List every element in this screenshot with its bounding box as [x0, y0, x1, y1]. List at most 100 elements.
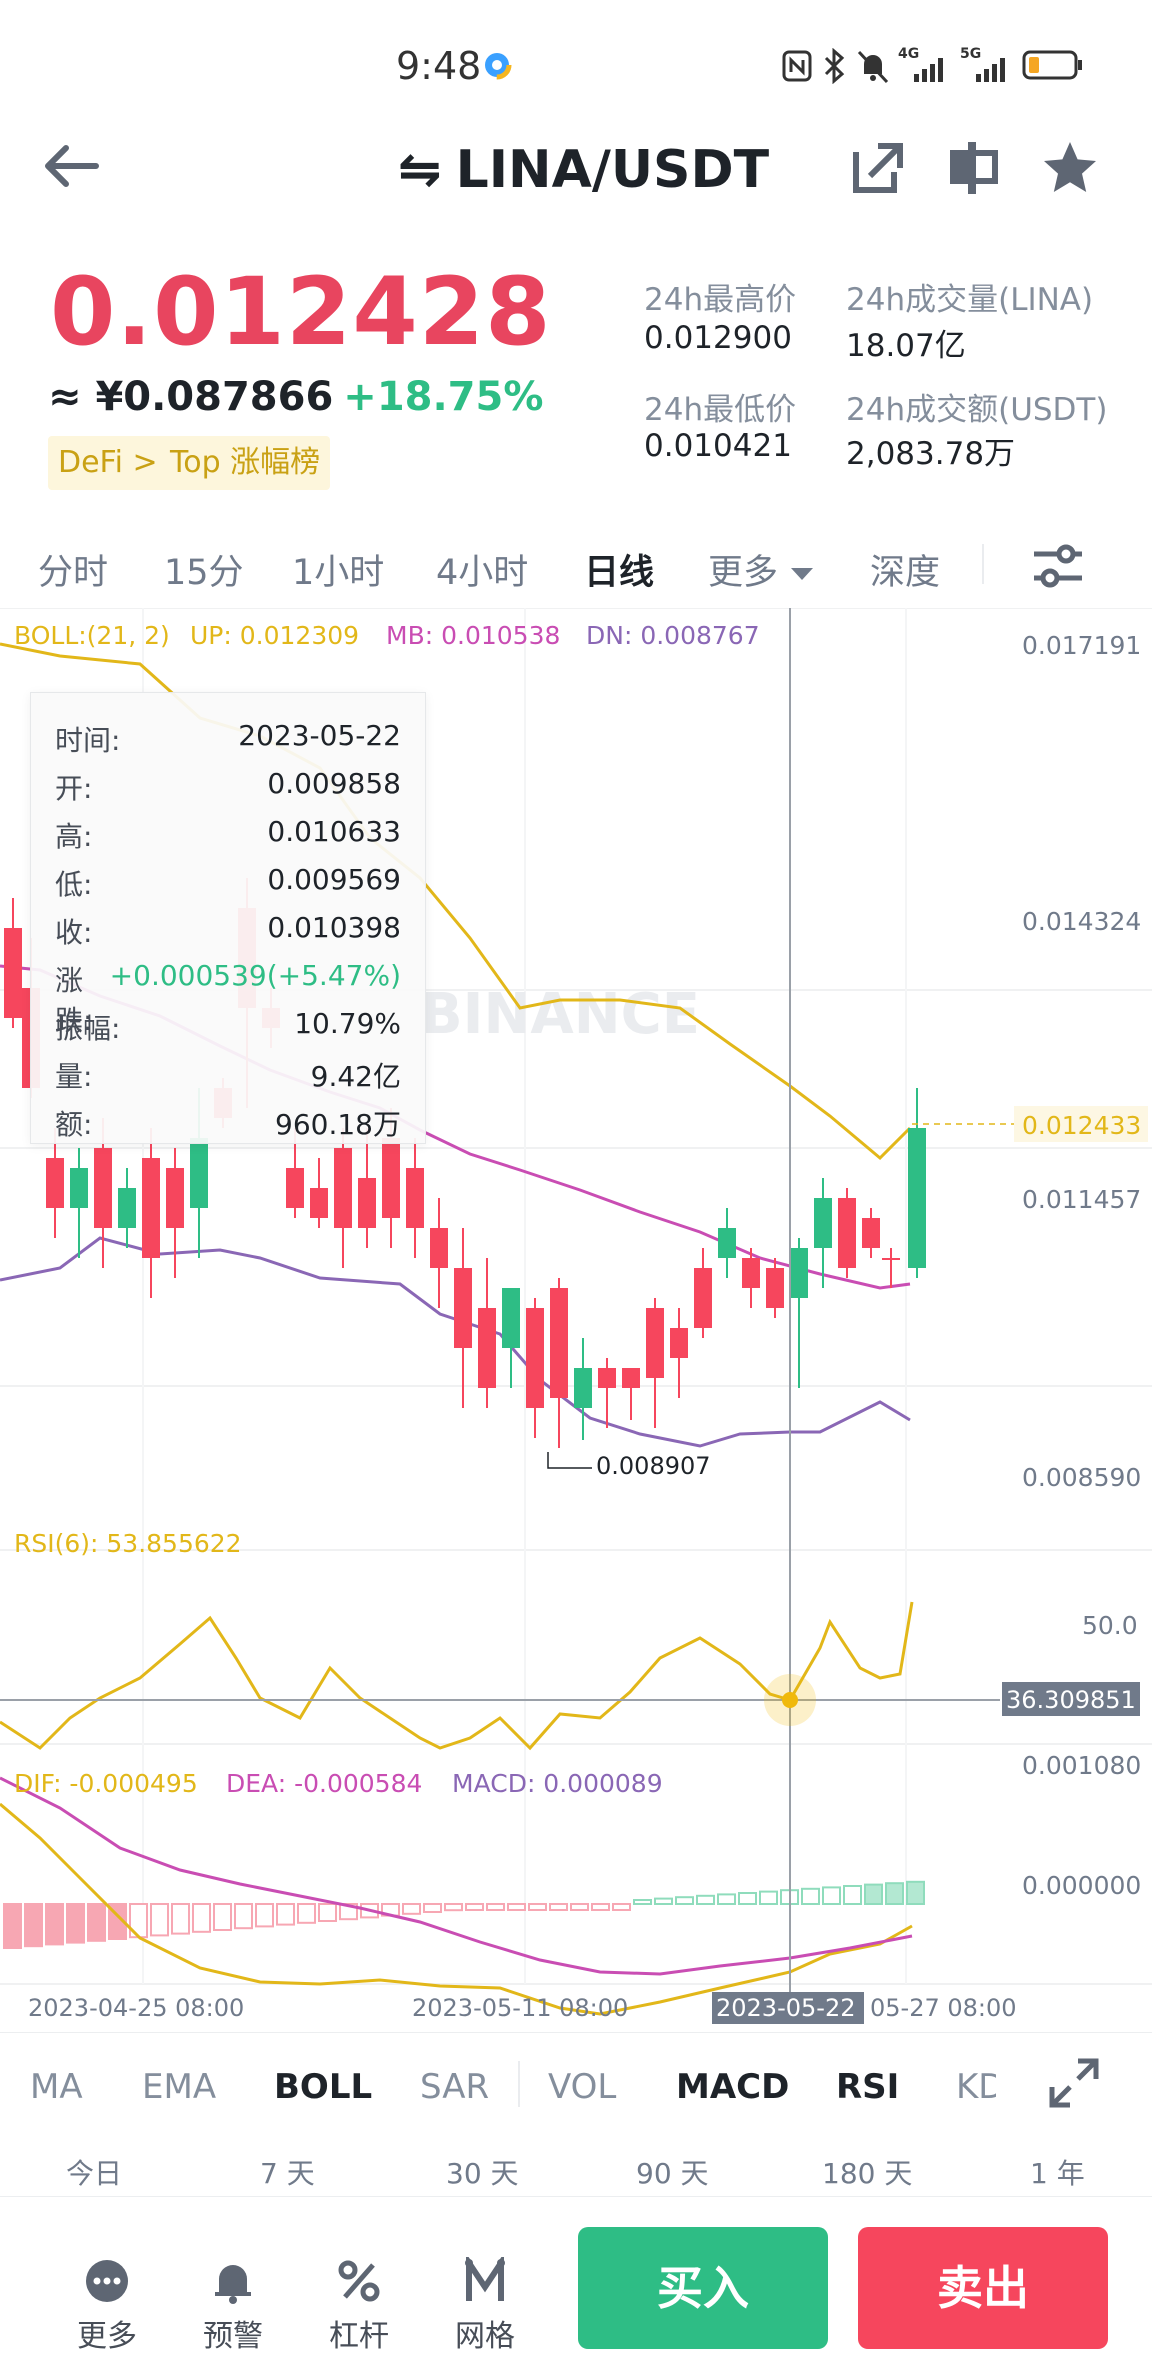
macd-bar	[402, 1903, 421, 1915]
indicator-vol[interactable]: VOL	[548, 2067, 617, 2107]
chart-settings-icon[interactable]	[1030, 540, 1086, 592]
macd-bar	[171, 1903, 190, 1935]
tab-depth[interactable]: 深度	[870, 553, 941, 593]
range-1y[interactable]: 1 年	[1030, 2157, 1085, 2190]
tag-top-gainers[interactable]: Top 涨幅榜	[160, 436, 331, 490]
candle-body	[814, 1198, 832, 1248]
back-arrow-icon[interactable]	[40, 134, 104, 198]
candle-body	[46, 1158, 64, 1208]
candle-body	[502, 1288, 520, 1348]
sell-button[interactable]: 卖出	[858, 2227, 1108, 2349]
stat-amount-value: 2,083.78万	[846, 436, 1016, 472]
candle-body	[166, 1168, 184, 1228]
candle-body	[862, 1218, 880, 1248]
stat-low-value: 0.010421	[644, 428, 792, 464]
macd-bar	[906, 1880, 925, 1906]
indicator-boll[interactable]: BOLL	[274, 2067, 373, 2107]
tab-15m[interactable]: 15分	[164, 553, 244, 593]
indicator-tabs: MA EMA BOLL SAR VOL MACD RSI KD	[0, 2032, 1152, 2132]
grid-button[interactable]: 网格	[440, 2257, 530, 2355]
tooltip-row-low: 低: 0.009569	[55, 863, 401, 911]
tab-1d[interactable]: 日线	[584, 553, 655, 593]
range-today[interactable]: 今日	[66, 2157, 123, 2190]
tab-1h[interactable]: 1小时	[292, 553, 385, 593]
macd-bar	[444, 1903, 463, 1912]
stat-high-value: 0.012900	[644, 320, 792, 356]
tab-time-sharing[interactable]: 分时	[38, 553, 109, 593]
stat-volume-value: 18.07亿	[846, 328, 966, 364]
rsi-axis-50: 50.0	[1082, 1611, 1138, 1640]
macd-bar	[717, 1893, 736, 1906]
tooltip-value: 0.010398	[267, 911, 401, 944]
candle-body	[406, 1168, 424, 1228]
candle-body	[454, 1268, 472, 1348]
layout-toggle-icon[interactable]	[944, 138, 1004, 198]
macd-bar	[66, 1903, 85, 1944]
macd-bar	[3, 1903, 22, 1949]
tooltip-row-change: 涨跌: +0.000539(+5.47%)	[55, 959, 401, 1037]
tooltip-value: 0.009569	[267, 863, 401, 896]
price-axis-1: 0.017191	[1022, 631, 1141, 660]
time-axis-highlight: 2023-05-22	[716, 1994, 855, 2022]
more-button[interactable]: 更多	[62, 2257, 152, 2355]
indicator-sar[interactable]: SAR	[420, 2067, 490, 2107]
indicator-macd[interactable]: MACD	[676, 2067, 790, 2107]
time-axis-2: 2023-05-11 08:00	[412, 1994, 628, 2022]
margin-button[interactable]: 杠杆	[314, 2257, 404, 2355]
rsi-crosshair-tag: 36.309851	[1006, 1686, 1136, 1714]
fullscreen-icon[interactable]	[1048, 2057, 1100, 2109]
candle-body	[286, 1168, 304, 1208]
indicator-ema[interactable]: EMA	[142, 2067, 217, 2107]
range-7d[interactable]: 7 天	[260, 2157, 315, 2190]
candle-body	[694, 1268, 712, 1328]
indicator-kd[interactable]: KD	[956, 2067, 996, 2107]
more-dots-icon	[86, 2260, 128, 2302]
boll-legend-name: BOLL:(21, 2)	[14, 621, 170, 650]
watermark: BINANCE	[420, 982, 700, 1047]
range-30d[interactable]: 30 天	[446, 2157, 519, 2190]
candle-body	[430, 1228, 448, 1268]
candle-body	[358, 1178, 376, 1228]
macd-dea-line	[0, 1776, 913, 1976]
buy-button[interactable]: 买入	[578, 2227, 828, 2349]
stat-low-label: 24h最低价	[644, 392, 797, 428]
indicator-ma[interactable]: MA	[30, 2067, 83, 2107]
more-label: 更多	[77, 2319, 137, 2354]
range-90d[interactable]: 90 天	[636, 2157, 709, 2190]
mute-icon	[857, 50, 889, 84]
stat-high-label: 24h最高价	[644, 282, 797, 318]
share-icon[interactable]	[848, 138, 908, 198]
macd-bar	[633, 1899, 652, 1905]
tab-more[interactable]: 更多	[708, 544, 815, 595]
grid-trading-icon	[465, 2257, 505, 2301]
macd-bar	[297, 1903, 316, 1924]
tooltip-row-volume: 量: 9.42亿	[55, 1055, 401, 1103]
status-bar: 9:48 4G 5G	[0, 0, 1152, 130]
tooltip-value: 9.42亿	[310, 1060, 401, 1093]
grid-label: 网格	[455, 2319, 515, 2354]
cny-price: ≈ ¥0.087866	[48, 374, 334, 420]
kline-chart[interactable]: BINANCE BOLL:(21, 2) UP: 0.012309 MB: 0.…	[0, 608, 1152, 2032]
macd-bar	[654, 1897, 673, 1905]
range-180d[interactable]: 180 天	[822, 2157, 913, 2190]
candle-body	[838, 1198, 856, 1268]
candle-body	[622, 1368, 640, 1388]
macd-bar	[486, 1903, 505, 1911]
candle-body	[310, 1188, 328, 1218]
bottom-action-bar: 更多 预警 杠杆 网格 买入 卖出	[0, 2196, 1152, 2376]
boll-legend-mb: MB: 0.010538	[386, 621, 560, 650]
pair-title[interactable]: ⇋ LINA/USDT	[398, 140, 769, 200]
favorite-star-icon[interactable]	[1040, 138, 1100, 198]
range-tabs: 今日 7 天 30 天 90 天 180 天 1 年	[0, 2140, 1152, 2200]
macd-bar	[528, 1903, 547, 1911]
candle-body	[790, 1248, 808, 1298]
indicator-rsi[interactable]: RSI	[836, 2067, 900, 2107]
alert-button[interactable]: 预警	[188, 2257, 278, 2355]
tab-4h[interactable]: 4小时	[436, 553, 529, 593]
candle-body	[742, 1258, 760, 1288]
caret-down-icon	[791, 568, 814, 580]
nfc-icon	[782, 50, 812, 82]
tag-defi[interactable]: DeFi >	[48, 436, 168, 490]
price-axis-2: 0.014324	[1022, 907, 1141, 936]
macd-bar	[24, 1903, 43, 1948]
